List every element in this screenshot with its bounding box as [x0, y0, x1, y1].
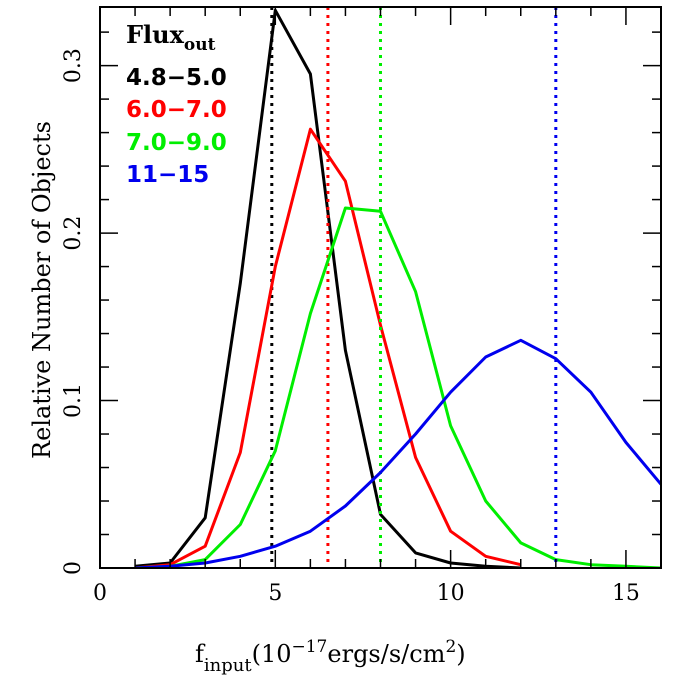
x-axis-label: finput(10−17ergs/s/cm2)	[195, 637, 466, 676]
series-0-line	[134, 8, 521, 568]
legend-title-sub: out	[184, 35, 216, 55]
x-tick-label: 5	[268, 581, 282, 606]
legend-entry-2: 7.0−9.0	[126, 130, 227, 156]
series-1-line	[134, 127, 522, 568]
x-tick-label: 10	[437, 581, 465, 606]
legend-title: Fluxout	[126, 20, 216, 55]
legend-entry-1: 6.0−7.0	[126, 97, 227, 123]
legend: Fluxout 4.8−5.0 6.0−7.0 7.0−9.0 11−15	[126, 20, 227, 188]
x-tick-label: 0	[93, 581, 107, 606]
y-tick-label: 0	[61, 561, 86, 575]
y-tick-label: 0.1	[61, 383, 86, 418]
series-2-line	[135, 206, 661, 568]
axis-ticks	[99, 7, 662, 569]
y-axis-label: Relative Number of Objects	[28, 121, 56, 459]
tick-labels: 0 5 10 15 0 0.1 0.2 0.3	[61, 48, 640, 606]
plot-lines	[134, 7, 661, 568]
legend-title-main: Flux	[126, 20, 185, 49]
legend-entry-0: 4.8−5.0	[126, 65, 227, 91]
series-3-line	[135, 338, 661, 568]
legend-entry-3: 11−15	[126, 162, 209, 188]
y-tick-label: 0.3	[61, 48, 86, 83]
x-tick-label: 15	[612, 581, 640, 606]
y-tick-label: 0.2	[61, 216, 86, 251]
